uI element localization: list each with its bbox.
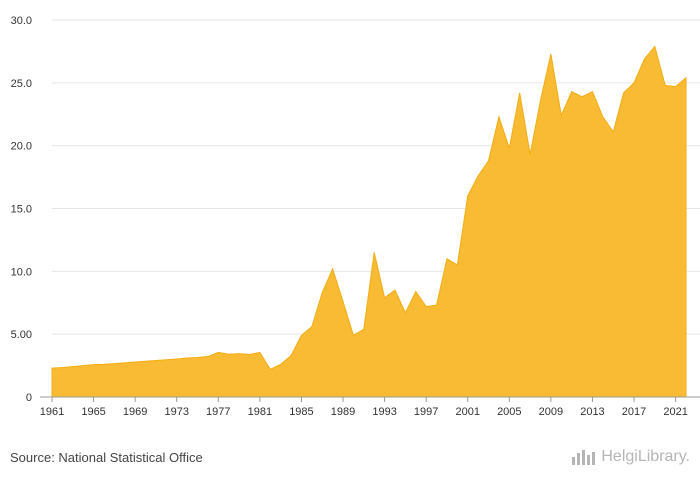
data-point[interactable]: [445, 257, 449, 261]
source-note: Source: National Statistical Office: [10, 450, 203, 465]
data-point[interactable]: [466, 194, 470, 198]
data-point[interactable]: [383, 296, 387, 300]
data-point[interactable]: [279, 362, 283, 366]
x-tick-label: 1961: [40, 406, 64, 418]
y-tick-label: 15.0: [11, 204, 32, 216]
bar-chart-icon: [572, 450, 596, 465]
data-point[interactable]: [570, 90, 574, 94]
data-point[interactable]: [507, 146, 511, 150]
data-point[interactable]: [528, 152, 532, 156]
data-point[interactable]: [144, 359, 148, 363]
data-point[interactable]: [175, 357, 179, 361]
data-point[interactable]: [237, 352, 241, 356]
x-tick-label: 2005: [497, 406, 521, 418]
x-tick-label: 1977: [206, 406, 230, 418]
data-point[interactable]: [549, 52, 553, 56]
x-tick-label: 2001: [455, 406, 479, 418]
data-point[interactable]: [154, 359, 158, 363]
data-point[interactable]: [185, 356, 189, 360]
data-point[interactable]: [133, 360, 137, 364]
data-point[interactable]: [227, 352, 231, 356]
x-tick-label: 1989: [331, 406, 355, 418]
data-point[interactable]: [341, 299, 345, 303]
data-point[interactable]: [622, 91, 626, 95]
data-point[interactable]: [258, 350, 262, 354]
data-point[interactable]: [50, 366, 54, 370]
x-tick-label: 2021: [663, 406, 687, 418]
data-point[interactable]: [476, 174, 480, 178]
series-area-path[interactable]: [51, 45, 687, 398]
x-tick-label: 1993: [372, 406, 396, 418]
data-point[interactable]: [102, 362, 106, 366]
x-tick-label: 1997: [414, 406, 438, 418]
data-point[interactable]: [196, 356, 200, 360]
x-axis-ticks: 1961 1965 1969 1973 1977 1981 1985 1989 1993 1997…: [40, 397, 688, 418]
data-point[interactable]: [642, 57, 646, 61]
data-point[interactable]: [435, 303, 439, 307]
data-point[interactable]: [351, 333, 355, 337]
x-tick-label: 1985: [289, 406, 313, 418]
data-point[interactable]: [206, 355, 210, 359]
data-point[interactable]: [81, 364, 85, 368]
data-point[interactable]: [247, 353, 251, 357]
y-tick-label: 20.0: [11, 141, 32, 153]
x-tick-label: 1965: [81, 406, 105, 418]
y-axis-ticks: 0 5.00 10.0 15.0 20.0 25.0 30.0: [11, 15, 32, 404]
y-tick-label: 5.00: [11, 329, 32, 341]
data-point[interactable]: [112, 362, 116, 366]
data-point[interactable]: [580, 95, 584, 99]
data-point[interactable]: [455, 263, 459, 267]
data-point[interactable]: [268, 367, 272, 371]
y-tick-label: 30.0: [11, 15, 32, 27]
data-point[interactable]: [60, 365, 64, 369]
x-tick-label: 1981: [248, 406, 272, 418]
data-point[interactable]: [663, 83, 667, 87]
data-point[interactable]: [414, 289, 418, 293]
data-point[interactable]: [393, 288, 397, 292]
y-tick-label: 25.0: [11, 78, 32, 90]
data-point[interactable]: [653, 44, 657, 48]
data-point[interactable]: [299, 333, 303, 337]
data-point[interactable]: [92, 363, 96, 367]
data-point[interactable]: [123, 361, 127, 365]
x-tick-label: 2009: [539, 406, 563, 418]
data-point[interactable]: [362, 327, 366, 331]
data-point[interactable]: [320, 291, 324, 295]
data-point[interactable]: [487, 159, 491, 163]
data-point[interactable]: [216, 350, 220, 354]
data-point[interactable]: [289, 354, 293, 358]
x-tick-label: 2013: [580, 406, 604, 418]
data-point[interactable]: [310, 325, 314, 329]
data-point[interactable]: [559, 114, 563, 118]
data-point[interactable]: [331, 267, 335, 271]
data-point[interactable]: [601, 115, 605, 119]
x-tick-label: 2017: [622, 406, 646, 418]
x-tick-label: 1973: [164, 406, 188, 418]
brand-logo[interactable]: HelgiLibrary.: [571, 448, 690, 466]
data-point[interactable]: [590, 90, 594, 94]
data-point[interactable]: [164, 358, 168, 362]
data-point[interactable]: [71, 365, 75, 369]
y-tick-label: 0: [26, 392, 32, 404]
data-point[interactable]: [518, 91, 522, 95]
data-point[interactable]: [424, 305, 428, 309]
series-area: [50, 44, 688, 398]
data-point[interactable]: [674, 85, 678, 89]
y-tick-label: 10.0: [11, 266, 32, 278]
data-point[interactable]: [403, 311, 407, 315]
data-point[interactable]: [632, 81, 636, 85]
data-point[interactable]: [611, 130, 615, 134]
data-point[interactable]: [372, 250, 376, 254]
brand-name: HelgiLibrary.: [601, 448, 690, 465]
data-point[interactable]: [497, 115, 501, 119]
data-point[interactable]: [538, 98, 542, 102]
data-point[interactable]: [684, 76, 688, 80]
x-tick-label: 1969: [123, 406, 147, 418]
